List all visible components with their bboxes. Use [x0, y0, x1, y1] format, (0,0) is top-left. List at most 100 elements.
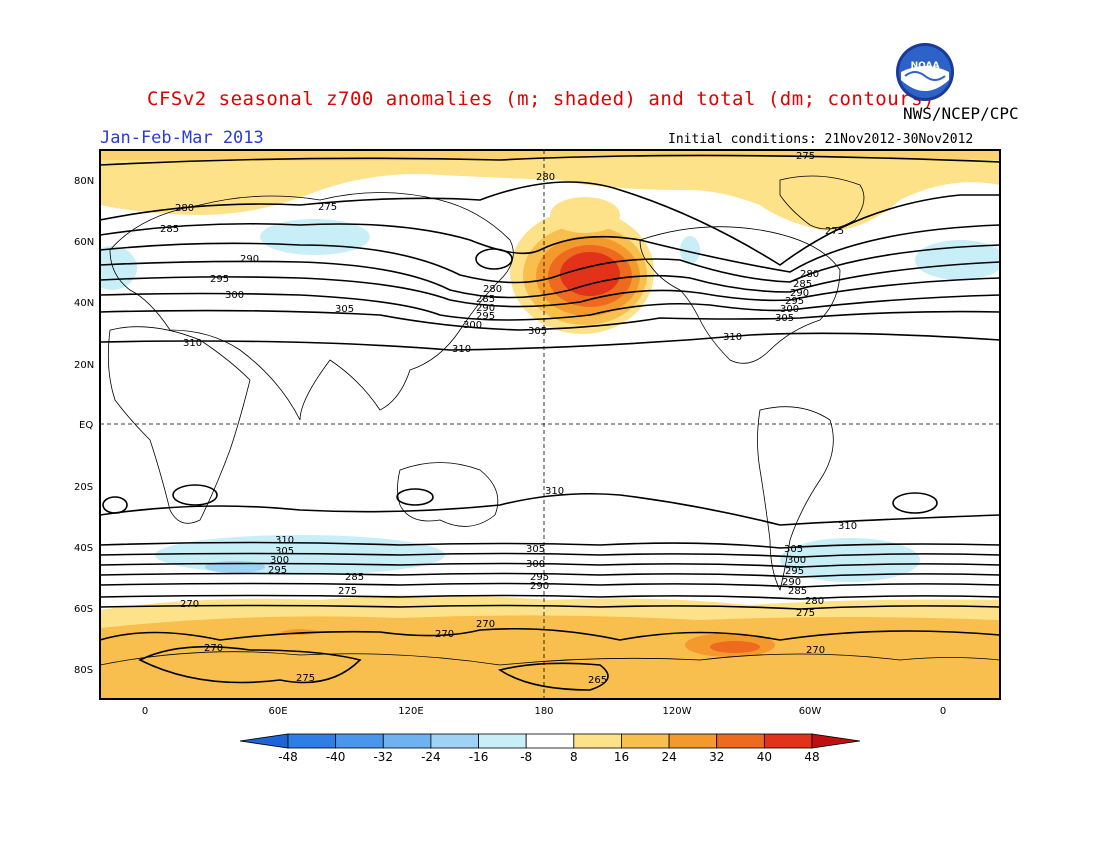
lon-label: 60E — [268, 706, 287, 717]
longitude-labels: 0 60E 120E 180 120W 60W 0 — [142, 706, 946, 717]
lat-label: 60N — [74, 237, 94, 248]
contour-label: 285 — [160, 224, 179, 235]
contour-label: 300 — [526, 559, 545, 570]
colorbar-tick-label: -40 — [326, 750, 346, 764]
contour-label: 290 — [782, 577, 801, 588]
contour-label: 270 — [180, 599, 199, 610]
contour-label: 305 — [775, 313, 794, 324]
contour-label: 310 — [545, 486, 564, 497]
contour-label: 295 — [785, 566, 804, 577]
contour-label: 290 — [476, 303, 495, 314]
colorbar-tick-label: 48 — [804, 750, 819, 764]
colorbar-swatch — [287, 733, 337, 749]
contour-label: 295 — [476, 311, 495, 322]
agency-credit: NWS/NCEP/CPC — [903, 104, 1019, 123]
contour-label: 280 — [483, 284, 502, 295]
lon-label: 60W — [799, 706, 822, 717]
colorbar-swatch — [525, 733, 575, 749]
colorbar-tick-label: 16 — [614, 750, 629, 764]
contour-label: 275 — [338, 586, 357, 597]
colorbar-swatch — [716, 733, 765, 749]
contour-label: 295 — [210, 274, 229, 285]
contour-label: 305 — [528, 326, 547, 337]
contour-label: 290 — [240, 254, 259, 265]
colorbar-tick-label: 32 — [709, 750, 724, 764]
colorbar-tick-label: -48 — [278, 750, 298, 764]
contour-label: 285 — [345, 572, 364, 583]
contour-label: 310 — [452, 344, 471, 355]
lat-label: EQ — [79, 420, 93, 431]
colorbar-swatch — [430, 733, 479, 749]
colorbar-swatch — [621, 733, 670, 749]
contour-label: 300 — [270, 555, 289, 566]
lon-label: 0 — [142, 706, 148, 717]
latitude-labels: 80N 60N 40N 20N EQ 20S 40S 60S 80S — [74, 176, 94, 676]
contour-label: 295 — [785, 296, 804, 307]
colorbar-swatch — [763, 733, 813, 749]
contour-label: 275 — [796, 151, 815, 162]
contour-label: 275 — [296, 673, 315, 684]
contour-label: 310 — [723, 332, 742, 343]
contour-label: 280 — [805, 596, 824, 607]
initial-conditions: Initial conditions: 21Nov2012-30Nov2012 — [668, 132, 974, 147]
contour-label: 300 — [463, 320, 482, 331]
contour-label: 275 — [318, 202, 337, 213]
colorbar-swatch — [478, 733, 527, 749]
contour-label: 280 — [800, 269, 819, 280]
lat-label: 20N — [74, 360, 94, 371]
colorbar-tick-label: -16 — [469, 750, 489, 764]
contour-label: 275 — [825, 226, 844, 237]
contour-label: 275 — [796, 608, 815, 619]
lon-label: 120E — [398, 706, 423, 717]
colorbar-tick-label: 24 — [661, 750, 676, 764]
contour-label: 300 — [787, 555, 806, 566]
contour-label: 300 — [225, 290, 244, 301]
contour-label: 310 — [183, 338, 202, 349]
contour-label: 300 — [780, 304, 799, 315]
colorbar-high-arrow — [811, 733, 861, 749]
lat-label: 20S — [74, 482, 93, 493]
colorbar-swatch — [335, 733, 384, 749]
colorbar-swatch — [573, 733, 622, 749]
contour-label: 270 — [806, 645, 825, 656]
colorbar-tick-label: -8 — [520, 750, 532, 764]
contour-label: 290 — [530, 581, 549, 592]
height-contours — [100, 154, 1000, 691]
lon-label: 0 — [940, 706, 946, 717]
contour-label: 305 — [784, 544, 803, 555]
contour-label: 280 — [536, 172, 555, 183]
contour-label: 285 — [476, 294, 495, 305]
contour-label: 305 — [526, 544, 545, 555]
reference-lines — [100, 150, 1000, 699]
contour-label: 305 — [275, 546, 294, 557]
colorbar-tick-label: 40 — [757, 750, 772, 764]
colorbar-tick-label: -32 — [373, 750, 393, 764]
lon-label: 120W — [663, 706, 692, 717]
colorbar-tick-label: 8 — [570, 750, 578, 764]
continent-outlines — [100, 175, 1000, 666]
contour-label: 305 — [335, 304, 354, 315]
anomaly-shading — [100, 150, 1000, 699]
colorbar-low-arrow — [239, 733, 289, 749]
lon-label: 180 — [534, 706, 553, 717]
contour-label: 290 — [790, 288, 809, 299]
lat-label: 80S — [74, 665, 93, 676]
contour-label: 280 — [175, 203, 194, 214]
contour-label: 295 — [268, 565, 287, 576]
contour-label: 265 — [588, 675, 607, 686]
map-title: CFSv2 seasonal z700 anomalies (m; shaded… — [147, 88, 935, 110]
contour-label: 285 — [793, 279, 812, 290]
svg-text:NOAA: NOAA — [911, 61, 940, 71]
colorbar-tick-label: -24 — [421, 750, 441, 764]
contour-label: 310 — [275, 535, 294, 546]
contour-label: 310 — [838, 521, 857, 532]
contour-labels: 275 280 275 280 285 290 295 300 305 280 … — [160, 151, 857, 686]
forecast-period: Jan-Feb-Mar 2013 — [100, 128, 264, 148]
map-frame — [99, 149, 1001, 700]
colorbar: -48 -40 -32 -24 -16 -8 8 16 24 32 40 48 — [239, 733, 861, 764]
lat-label: 60S — [74, 604, 93, 615]
contour-label: 295 — [530, 572, 549, 583]
lat-label: 40N — [74, 298, 94, 309]
contour-label: 270 — [435, 629, 454, 640]
